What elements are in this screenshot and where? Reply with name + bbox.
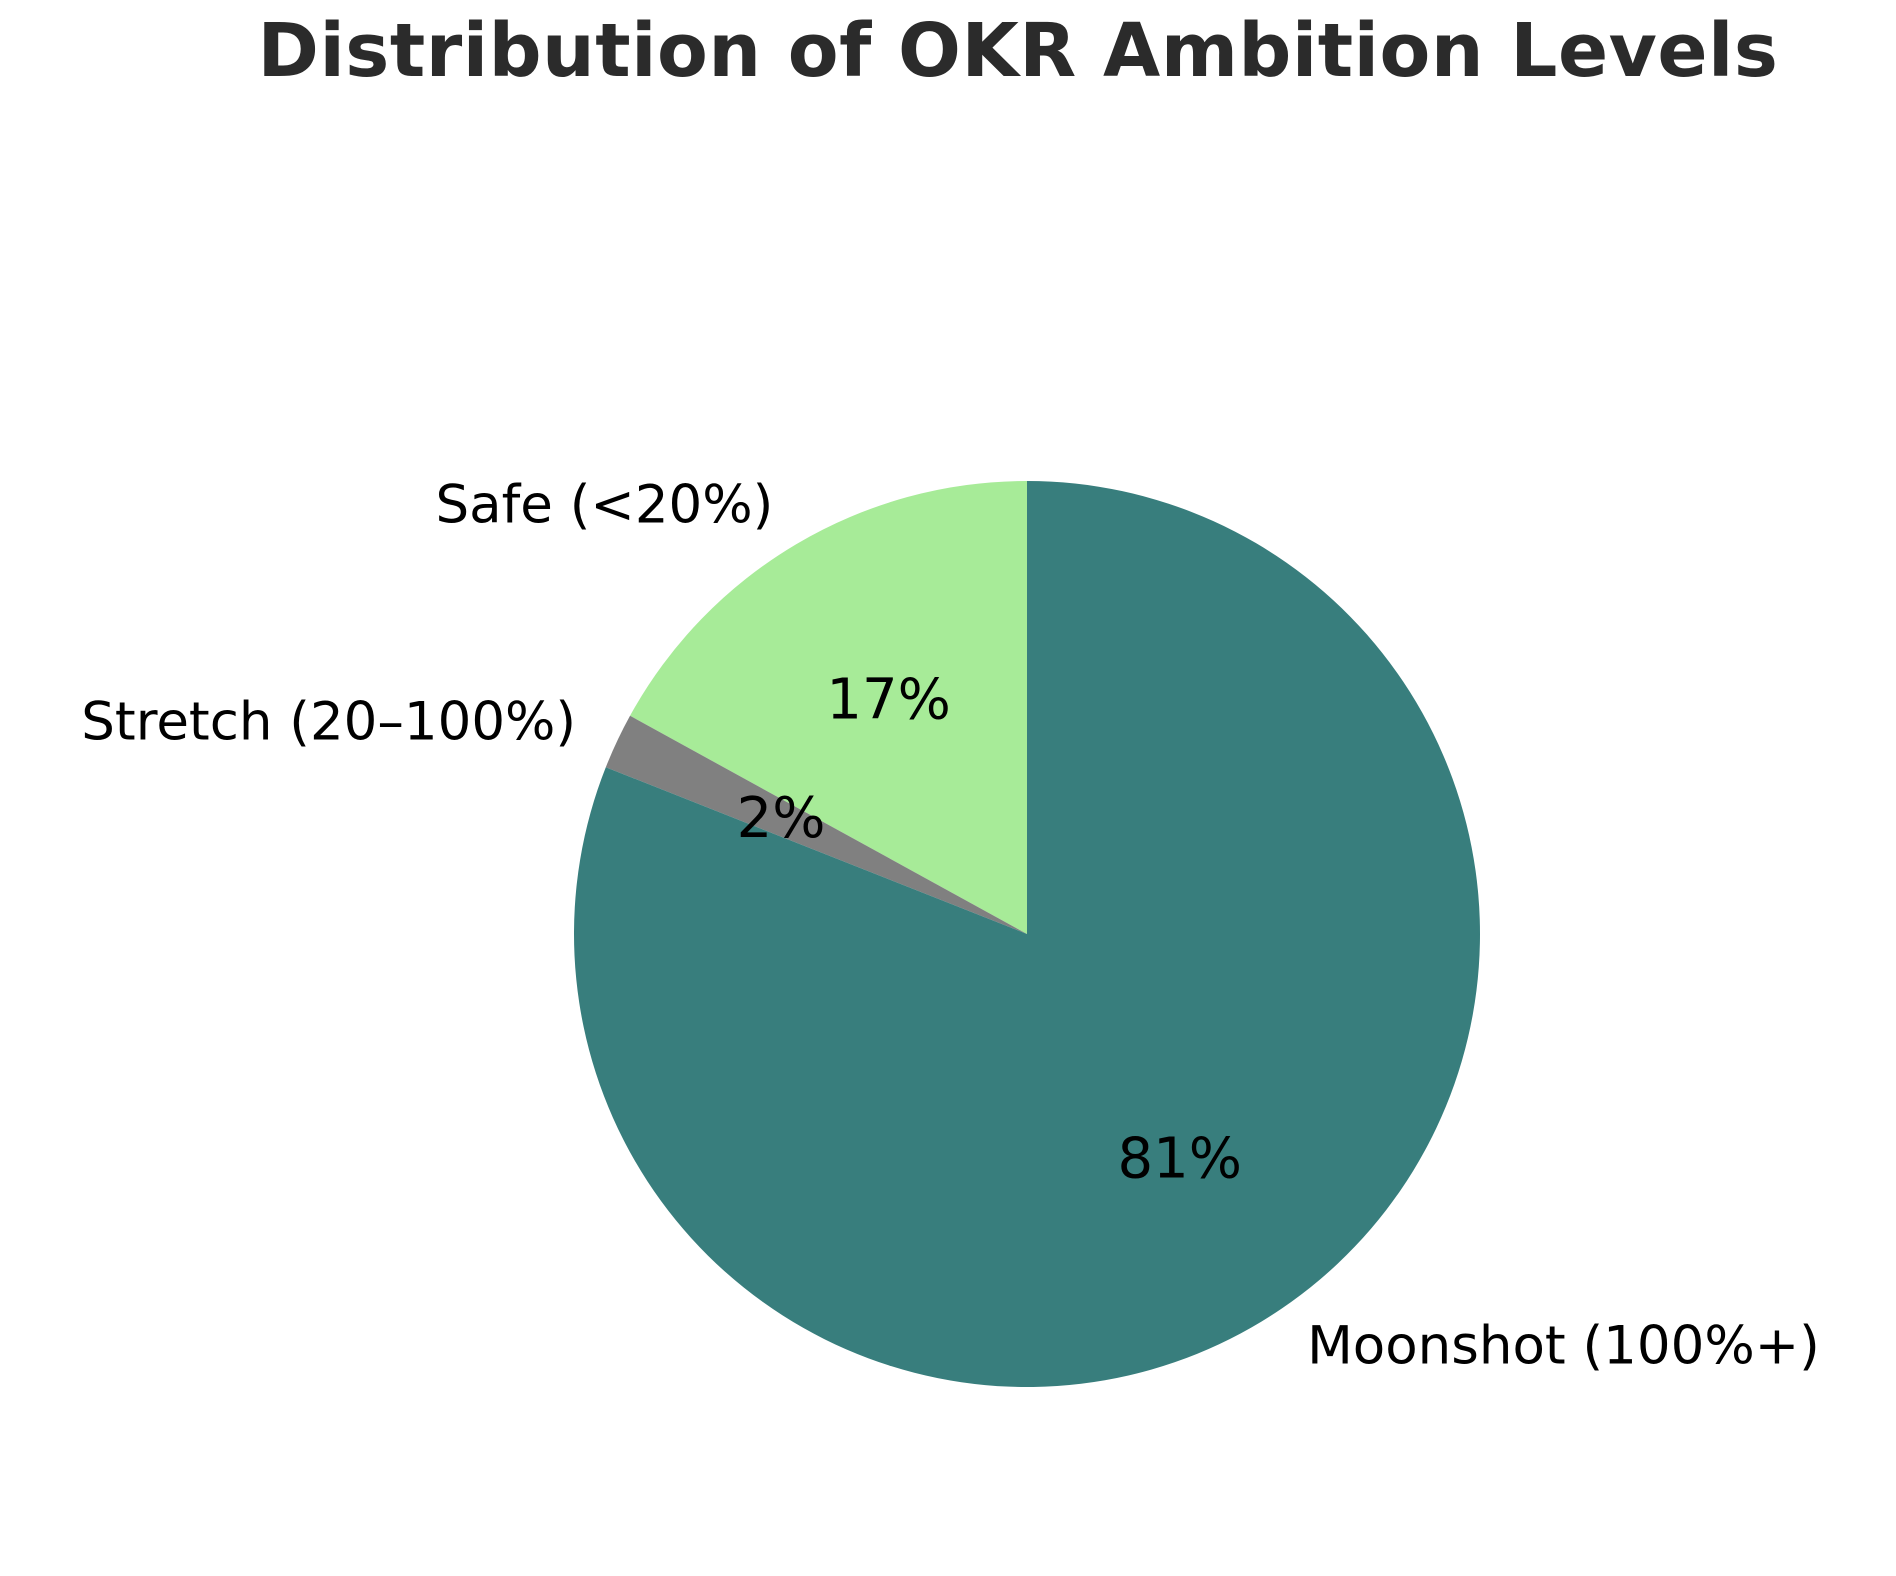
pie-slice-stretch — [605, 715, 1027, 934]
pie-pct-label-moonshot: 81% — [1118, 1126, 1242, 1191]
pie-slices — [573, 481, 1480, 1387]
pie-category-label-moonshot: Moonshot (100%+) — [1307, 1316, 1820, 1377]
pie-category-label-safe: Safe (<20%) — [436, 475, 774, 536]
pie-pct-label-safe: 17% — [826, 668, 950, 733]
pie-slice-safe — [630, 481, 1027, 934]
pie-pct-label-stretch: 2% — [737, 786, 826, 851]
pie-category-label-stretch: Stretch (20–100%) — [81, 691, 576, 752]
chart-title: Distribution of OKR Ambition Levels — [257, 8, 1779, 94]
pie-labels: 17% Safe (<20%) 2% Stretch (20–100%) 81% Moon… — [81, 475, 1820, 1377]
pie-slice-moonshot — [573, 481, 1480, 1387]
